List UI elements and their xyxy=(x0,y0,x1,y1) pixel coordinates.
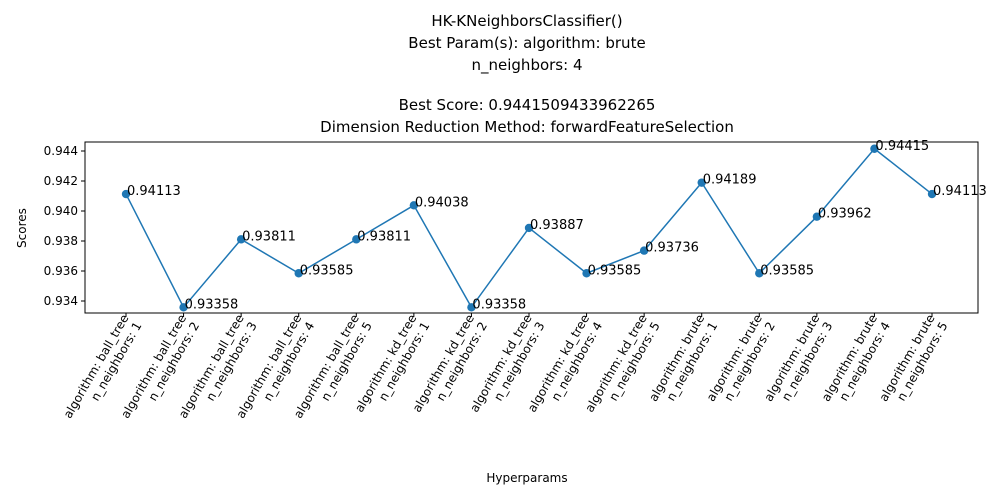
data-point xyxy=(812,212,822,221)
data-point xyxy=(121,189,131,199)
data-label: 0.93962 xyxy=(818,207,872,222)
chart-title: HK-KNeighborsClassifier() Best Param(s): … xyxy=(320,12,734,136)
chart-title-line: Dimension Reduction Method: forwardFeatu… xyxy=(320,118,734,136)
data-label: 0.93887 xyxy=(530,218,584,233)
data-point xyxy=(755,269,764,278)
y-axis: 0.934 0.936 0.938 0.940 0.942 0.944 xyxy=(44,144,85,308)
data-labels: 0.94113 0.93358 0.93811 0.93585 0.93811 0.940… xyxy=(127,139,987,313)
data-label: 0.94189 xyxy=(703,173,757,188)
data-label: 0.93585 xyxy=(760,263,814,278)
plot-area-frame xyxy=(84,141,979,314)
data-point xyxy=(467,303,476,312)
data-label: 0.94415 xyxy=(875,139,929,154)
y-tick-label: 0.938 xyxy=(44,234,78,248)
data-label: 0.93358 xyxy=(185,297,239,312)
y-tick-label: 0.944 xyxy=(44,144,78,158)
chart-title-line: Best Param(s): algorithm: brute xyxy=(408,34,645,52)
data-label: 0.93811 xyxy=(242,229,296,244)
data-label: 0.93736 xyxy=(645,241,699,256)
data-point xyxy=(639,246,649,255)
data-point xyxy=(697,178,706,187)
y-axis-label: Scores xyxy=(15,208,29,248)
data-label: 0.94113 xyxy=(127,184,181,199)
y-tick-label: 0.936 xyxy=(44,264,78,278)
data-point xyxy=(294,269,303,278)
data-point xyxy=(870,144,879,153)
data-point xyxy=(524,223,534,233)
data-point xyxy=(927,189,937,199)
data-point xyxy=(409,201,419,210)
data-label: 0.93358 xyxy=(472,297,526,312)
chart-title-line: n_neighbors: 4 xyxy=(472,56,583,75)
chart-title-line: HK-KNeighborsClassifier() xyxy=(431,12,622,30)
y-tick-label: 0.942 xyxy=(44,174,78,188)
data-point xyxy=(179,303,188,312)
data-point xyxy=(236,235,246,244)
y-tick-label: 0.940 xyxy=(44,204,78,218)
x-axis-label: Hyperparams xyxy=(486,471,567,485)
chart-title-line: Best Score: 0.9441509433962265 xyxy=(399,96,656,114)
data-label: 0.93811 xyxy=(357,229,411,244)
series-group xyxy=(121,144,937,312)
data-point xyxy=(352,235,361,244)
y-tick-label: 0.934 xyxy=(44,294,78,308)
data-label: 0.93585 xyxy=(588,263,642,278)
data-label: 0.93585 xyxy=(300,263,354,278)
data-label: 0.94038 xyxy=(415,195,469,210)
data-point xyxy=(582,269,591,278)
data-label: 0.94113 xyxy=(933,184,987,199)
